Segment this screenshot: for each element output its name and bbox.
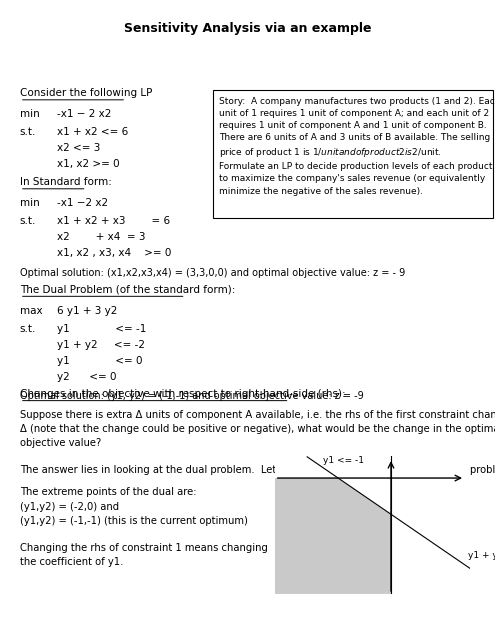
Text: Optimal solution: (x1,x2,x3,x4) = (3,3,0,0) and optimal objective value: z = - 9: Optimal solution: (x1,x2,x3,x4) = (3,3,0… [20,268,405,278]
FancyBboxPatch shape [213,90,493,218]
Text: x2        + x4  = 3: x2 + x4 = 3 [57,232,146,243]
Text: (y1,y2) = (-1,-1) (this is the current optimum): (y1,y2) = (-1,-1) (this is the current o… [20,516,248,527]
Text: x1, x2 >= 0: x1, x2 >= 0 [57,159,120,170]
Text: The Dual Problem (of the standard form):: The Dual Problem (of the standard form): [20,285,235,295]
Text: y1              <= 0: y1 <= 0 [57,356,143,366]
Text: x2 <= 3: x2 <= 3 [57,143,100,154]
Text: Optimal solution: (y1, y2) = (-1,-1) and optimal objective value: z = -9: Optimal solution: (y1, y2) = (-1,-1) and… [20,391,363,401]
Text: The answer lies in looking at the dual problem.  Let us plot the feasible region: The answer lies in looking at the dual p… [20,465,495,475]
Text: y1 <= -1: y1 <= -1 [323,456,364,465]
Text: y1 + y2 <= -2: y1 + y2 <= -2 [468,550,495,560]
Text: x1, x2 , x3, x4    >= 0: x1, x2 , x3, x4 >= 0 [57,248,171,259]
Text: s.t.: s.t. [20,324,36,334]
Text: s.t.: s.t. [20,127,36,138]
Text: The extreme points of the dual are:: The extreme points of the dual are: [20,487,197,497]
Text: Consider the following LP: Consider the following LP [20,88,152,99]
Text: y1              <= -1: y1 <= -1 [57,324,147,334]
Text: In Standard form:: In Standard form: [20,177,112,188]
Text: x1 + x2 + x3        = 6: x1 + x2 + x3 = 6 [57,216,170,227]
Text: min: min [20,198,40,209]
Text: -x1 − 2 x2: -x1 − 2 x2 [57,109,111,120]
Text: (y1,y2) = (-2,0) and: (y1,y2) = (-2,0) and [20,502,119,512]
Text: y1 + y2     <= -2: y1 + y2 <= -2 [57,340,145,350]
Text: x1 + x2 <= 6: x1 + x2 <= 6 [57,127,128,138]
Text: Changing the rhs of constraint 1 means changing: Changing the rhs of constraint 1 means c… [20,543,268,553]
Text: y2      <= 0: y2 <= 0 [57,372,116,382]
Text: Story:  A company manufactures two products (1 and 2). Each
unit of 1 requires 1: Story: A company manufactures two produc… [219,97,495,196]
Text: min: min [20,109,40,120]
Text: s.t.: s.t. [20,216,36,227]
Text: Sensitivity Analysis via an example: Sensitivity Analysis via an example [124,22,371,35]
Text: 6 y1 + 3 y2: 6 y1 + 3 y2 [57,306,117,316]
Text: Suppose there is extra Δ units of component A available, i.e. the rhs of the fir: Suppose there is extra Δ units of compon… [20,410,495,448]
Text: Changes in the objective with respect to right-hand-side (rhs):: Changes in the objective with respect to… [20,389,346,399]
Text: the coefficient of y1.: the coefficient of y1. [20,557,123,568]
Polygon shape [275,478,391,594]
Text: max: max [20,306,43,316]
Text: -x1 −2 x2: -x1 −2 x2 [57,198,108,209]
